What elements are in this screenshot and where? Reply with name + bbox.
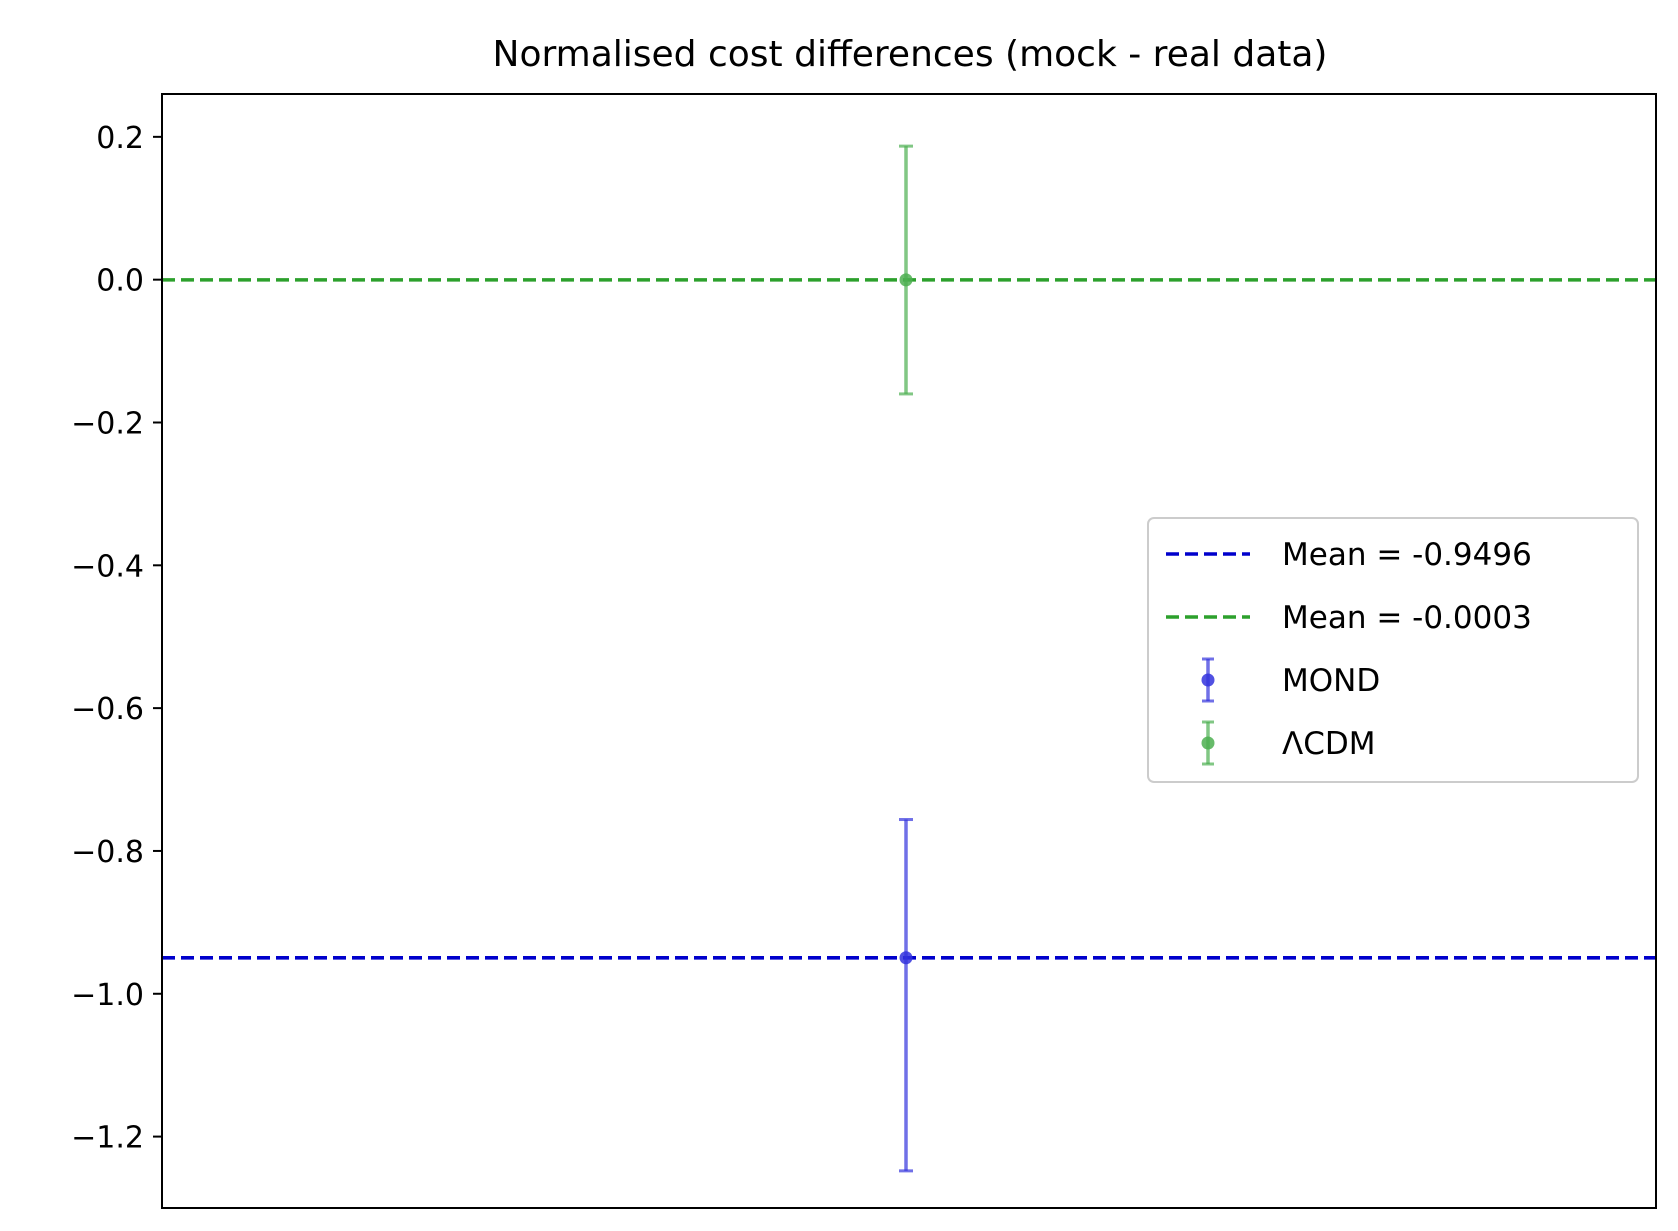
series-0-point	[899, 951, 913, 965]
y-tick-label-0: 0.2	[96, 121, 144, 156]
series-1-point	[899, 273, 913, 287]
y-tick-label-7: −1.2	[71, 1121, 144, 1156]
legend-series-label-0: MOND	[1282, 663, 1380, 699]
legend-mean-line-label-0: Mean = -0.9496	[1282, 537, 1532, 573]
plot-frame	[161, 93, 1657, 1209]
legend-box	[1147, 517, 1639, 783]
y-tick-label-1: 0.0	[96, 264, 144, 299]
y-tick-label-3: −0.4	[71, 549, 144, 584]
y-tick-label-6: −1.0	[71, 978, 144, 1013]
chart-title: Normalised cost differences (mock - real…	[493, 34, 1328, 75]
legend-series-marker-0	[1201, 673, 1215, 687]
legend-series-label-1: ΛCDM	[1282, 726, 1375, 762]
y-tick-label-2: −0.2	[71, 406, 144, 441]
legend: Mean = -0.9496 Mean = -0.0003 MOND ΛCDM	[1147, 517, 1639, 783]
legend-mean-line-label-1: Mean = -0.0003	[1282, 600, 1532, 636]
y-axis: 0.2 0.0 −0.2 −0.4 −0.6 −0.8 −1.0 −1.2	[71, 93, 1657, 1209]
y-tick-label-4: −0.6	[71, 692, 144, 727]
legend-series-marker-1	[1201, 736, 1215, 750]
plot-area	[162, 144, 1656, 1173]
y-tick-label-5: −0.8	[71, 835, 144, 870]
